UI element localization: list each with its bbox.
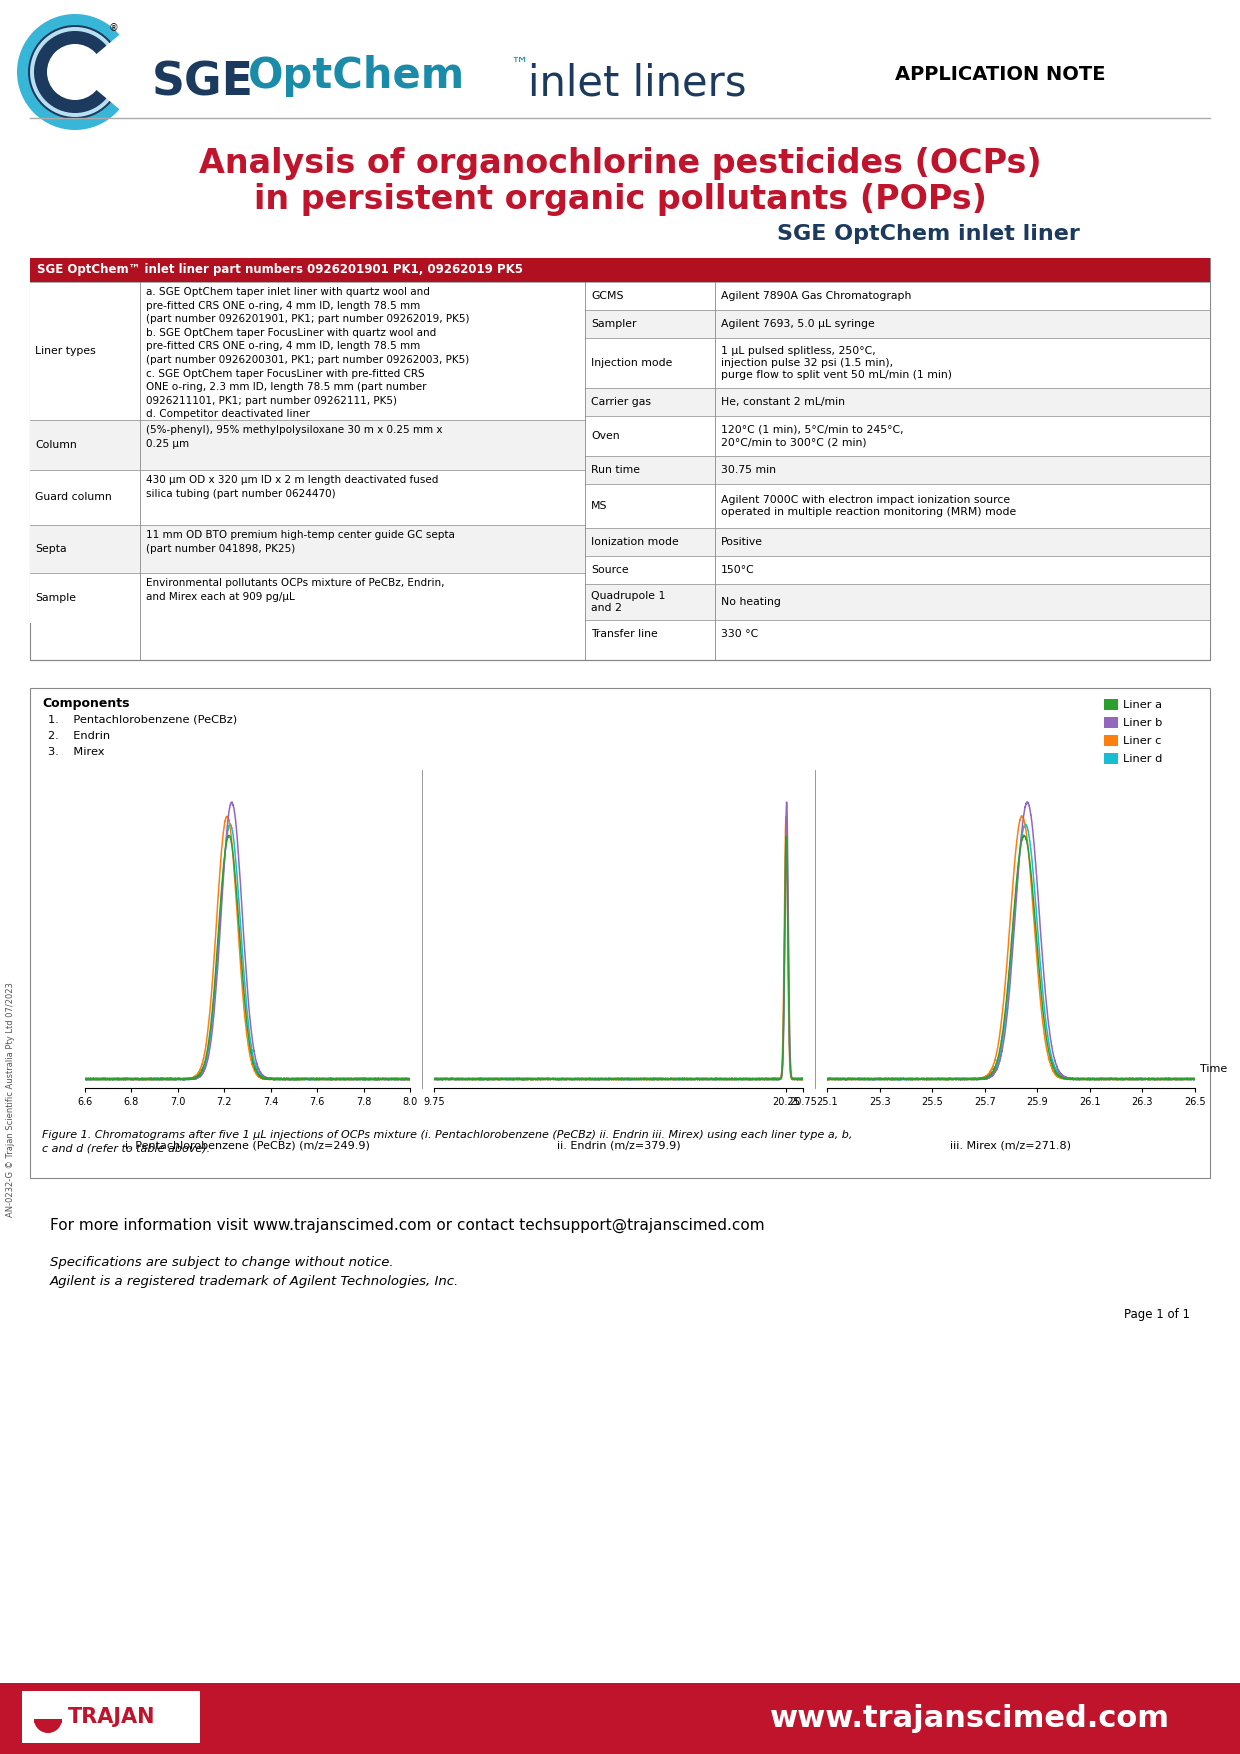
Text: iii. Mirex (m/z=271.8): iii. Mirex (m/z=271.8) bbox=[951, 1140, 1071, 1151]
Text: Agilent 7000C with electron impact ionization source
operated in multiple reacti: Agilent 7000C with electron impact ioniz… bbox=[720, 495, 1017, 517]
Text: 2.    Endrin: 2. Endrin bbox=[48, 731, 110, 740]
Text: i. Pentachlorobenzene (PeCBz) (m/z=249.9): i. Pentachlorobenzene (PeCBz) (m/z=249.9… bbox=[125, 1140, 370, 1151]
Text: Positive: Positive bbox=[720, 537, 763, 547]
Text: in persistent organic pollutants (POPs): in persistent organic pollutants (POPs) bbox=[253, 184, 987, 216]
Text: Source: Source bbox=[591, 565, 629, 575]
Bar bbox=[585, 556, 1210, 584]
Bar bbox=[1104, 735, 1118, 745]
Bar bbox=[30, 419, 585, 470]
Text: Liner a: Liner a bbox=[1123, 700, 1162, 710]
Bar bbox=[585, 484, 1210, 528]
Bar bbox=[30, 524, 585, 574]
Circle shape bbox=[33, 32, 117, 112]
Bar bbox=[0, 1684, 1240, 1754]
Text: Oven: Oven bbox=[591, 431, 620, 440]
Text: MS: MS bbox=[591, 502, 608, 510]
Text: Agilent 7890A Gas Chromatograph: Agilent 7890A Gas Chromatograph bbox=[720, 291, 911, 302]
Text: TRAJAN: TRAJAN bbox=[68, 1707, 155, 1728]
Text: Environmental pollutants OCPs mixture of PeCBz, Endrin,
and Mirex each at 909 pg: Environmental pollutants OCPs mixture of… bbox=[146, 579, 444, 602]
Text: Ionization mode: Ionization mode bbox=[591, 537, 678, 547]
Circle shape bbox=[47, 44, 103, 100]
Text: 3.    Mirex: 3. Mirex bbox=[48, 747, 104, 758]
Text: 150°C: 150°C bbox=[720, 565, 755, 575]
Text: SGE OptChem inlet liner: SGE OptChem inlet liner bbox=[777, 225, 1080, 244]
Text: Figure 1. Chromatograms after five 1 μL injections of OCPs mixture (i. Pentachlo: Figure 1. Chromatograms after five 1 μL … bbox=[42, 1130, 852, 1152]
Text: ®: ® bbox=[108, 23, 118, 33]
Text: Liner types: Liner types bbox=[35, 346, 95, 356]
Bar bbox=[585, 456, 1210, 484]
Text: ii. Endrin (m/z=379.9): ii. Endrin (m/z=379.9) bbox=[557, 1140, 681, 1151]
Bar bbox=[585, 388, 1210, 416]
Bar bbox=[30, 282, 585, 419]
Text: Quadrupole 1
and 2: Quadrupole 1 and 2 bbox=[591, 591, 666, 614]
Text: Carrier gas: Carrier gas bbox=[591, 396, 651, 407]
Text: Components: Components bbox=[42, 698, 129, 710]
Text: ™: ™ bbox=[510, 56, 528, 74]
Text: Page 1 of 1: Page 1 of 1 bbox=[1123, 1308, 1190, 1321]
Text: inlet liners: inlet liners bbox=[528, 61, 746, 103]
Text: www.trajanscimed.com: www.trajanscimed.com bbox=[770, 1703, 1171, 1733]
Text: 1 μL pulsed splitless, 250°C,
injection pulse 32 psi (1.5 min),
purge flow to sp: 1 μL pulsed splitless, 250°C, injection … bbox=[720, 346, 952, 381]
Text: APPLICATION NOTE: APPLICATION NOTE bbox=[895, 65, 1105, 84]
Wedge shape bbox=[33, 1719, 62, 1733]
Circle shape bbox=[17, 14, 133, 130]
Text: Liner d: Liner d bbox=[1123, 754, 1162, 763]
Bar bbox=[585, 528, 1210, 556]
Bar bbox=[585, 310, 1210, 339]
Text: He, constant 2 mL/min: He, constant 2 mL/min bbox=[720, 396, 844, 407]
Text: Analysis of organochlorine pesticides (OCPs): Analysis of organochlorine pesticides (O… bbox=[198, 147, 1042, 179]
Bar bbox=[1104, 717, 1118, 728]
Text: SGE OptChem™ inlet liner part numbers 0926201901 PK1, 09262019 PK5: SGE OptChem™ inlet liner part numbers 09… bbox=[37, 263, 523, 277]
Bar bbox=[22, 1691, 200, 1743]
Text: No heating: No heating bbox=[720, 596, 781, 607]
Bar bbox=[585, 282, 1210, 310]
Text: Run time: Run time bbox=[591, 465, 640, 475]
Text: Sample: Sample bbox=[35, 593, 76, 603]
Bar bbox=[1104, 752, 1118, 765]
Text: 11 mm OD BTO premium high-temp center guide GC septa
(part number 041898, PK25): 11 mm OD BTO premium high-temp center gu… bbox=[146, 530, 455, 554]
Text: Specifications are subject to change without notice.: Specifications are subject to change wit… bbox=[50, 1256, 393, 1268]
Bar bbox=[30, 470, 585, 524]
Text: 120°C (1 min), 5°C/min to 245°C,
20°C/min to 300°C (2 min): 120°C (1 min), 5°C/min to 245°C, 20°C/mi… bbox=[720, 424, 904, 447]
Text: Sampler: Sampler bbox=[591, 319, 636, 330]
Bar bbox=[585, 619, 1210, 647]
Bar bbox=[33, 1719, 62, 1722]
Bar bbox=[30, 574, 585, 623]
Circle shape bbox=[29, 25, 122, 119]
Bar bbox=[585, 339, 1210, 388]
Text: Injection mode: Injection mode bbox=[591, 358, 672, 368]
Text: Agilent is a registered trademark of Agilent Technologies, Inc.: Agilent is a registered trademark of Agi… bbox=[50, 1275, 459, 1287]
Text: Column: Column bbox=[35, 440, 77, 451]
Bar bbox=[30, 258, 1210, 282]
Text: OptChem: OptChem bbox=[248, 54, 465, 96]
Text: Transfer line: Transfer line bbox=[591, 630, 657, 638]
Text: 30.75 min: 30.75 min bbox=[720, 465, 776, 475]
Text: For more information visit www.trajanscimed.com or contact techsupport@trajansci: For more information visit www.trajansci… bbox=[50, 1217, 765, 1233]
Bar bbox=[30, 258, 1210, 660]
Bar bbox=[30, 688, 1210, 1179]
Circle shape bbox=[30, 26, 120, 118]
Text: SGE: SGE bbox=[153, 60, 254, 105]
Text: a. SGE OptChem taper inlet liner with quartz wool and
pre-fitted CRS ONE o-ring,: a. SGE OptChem taper inlet liner with qu… bbox=[146, 288, 470, 419]
Text: 1.    Pentachlorobenzene (PeCBz): 1. Pentachlorobenzene (PeCBz) bbox=[48, 716, 237, 724]
Text: Guard column: Guard column bbox=[35, 493, 112, 502]
Text: Septa: Septa bbox=[35, 544, 67, 554]
Bar bbox=[585, 584, 1210, 619]
Text: 430 μm OD x 320 μm ID x 2 m length deactivated fused
silica tubing (part number : 430 μm OD x 320 μm ID x 2 m length deact… bbox=[146, 475, 439, 498]
Text: Liner c: Liner c bbox=[1123, 735, 1162, 745]
Text: Liner b: Liner b bbox=[1123, 717, 1162, 728]
Text: AN-0232-G © Trajan Scientific Australia Pty Ltd 07/2023: AN-0232-G © Trajan Scientific Australia … bbox=[6, 982, 16, 1217]
Text: Agilent 7693, 5.0 μL syringe: Agilent 7693, 5.0 μL syringe bbox=[720, 319, 874, 330]
Bar bbox=[585, 416, 1210, 456]
Text: GCMS: GCMS bbox=[591, 291, 624, 302]
Wedge shape bbox=[74, 32, 138, 112]
Bar bbox=[1104, 700, 1118, 710]
Text: Time: Time bbox=[1200, 1063, 1228, 1073]
Text: (5%-phenyl), 95% methylpolysiloxane 30 m x 0.25 mm x
0.25 μm: (5%-phenyl), 95% methylpolysiloxane 30 m… bbox=[146, 424, 443, 449]
Text: 330 °C: 330 °C bbox=[720, 630, 758, 638]
Bar bbox=[46, 1722, 50, 1733]
